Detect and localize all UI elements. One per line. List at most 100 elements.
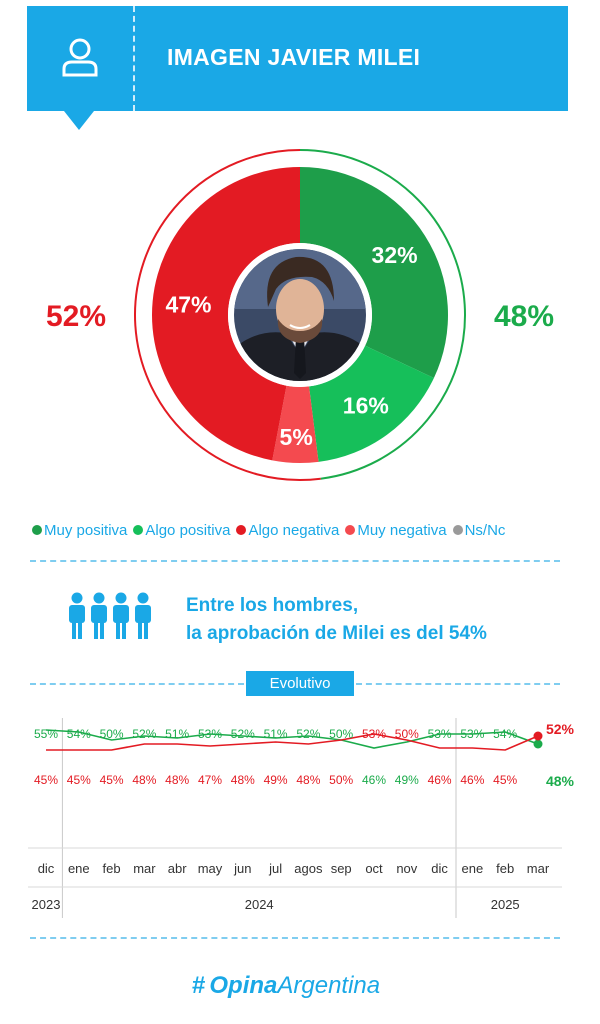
data-label-negative: 50% [329,773,353,787]
data-label-positive: 51% [264,727,288,741]
x-tick-label: abr [168,861,187,876]
pie-slice-algo-negativa [151,167,300,461]
slice-label: 47% [165,291,211,317]
x-tick-label: may [198,861,223,876]
outer-ring-positive [299,149,466,480]
x-tick-label: ene [68,861,90,876]
data-label-negative: 46% [428,773,452,787]
callout-line-2: la aprobación de Milei es del 54% [186,623,487,644]
legend-label: Ns/Nc [464,522,506,539]
data-label-negative: 48% [132,773,156,787]
legend-dot [345,525,356,535]
x-tick-label: feb [496,861,514,876]
data-label-negative: 45% [493,773,517,787]
header-pointer [64,111,94,130]
pie-slice-muy-positiva [300,167,448,379]
data-label-positive: 48% [546,773,575,789]
outer-ring-negative [134,149,321,481]
legend-item-muy-negativa: Muy negativa [345,522,447,539]
slice-label: 16% [343,393,389,419]
series-line-positive [45,729,539,749]
milei-photo [234,249,366,381]
logo-text: Argentina [277,972,381,999]
legend-label: Algo negativa [248,522,340,539]
legend-label: Algo positiva [145,522,231,539]
data-label-negative: 47% [198,773,222,787]
user-icon [62,38,98,77]
chart-legend: Muy positiva Algo positiva Algo negativa Mu… [32,522,572,539]
legend-item-muy-positiva: Muy positiva [32,522,127,539]
x-tick-label: agos [294,861,323,876]
data-label-negative: 48% [165,773,189,787]
data-label-positive: 50% [329,727,353,741]
legend-item-algo-positiva: Algo positiva [133,522,230,539]
x-tick-label: jul [268,861,282,876]
data-label-negative: 46% [460,773,484,787]
callout-text: Entre los hombres, la aprobación de Mile… [186,592,487,648]
legend-dot [133,525,144,535]
data-label-positive: 54% [493,727,517,741]
data-label-positive: 53% [198,727,222,741]
year-label: 2024 [245,897,274,912]
x-tick-label: dic [431,861,448,876]
brand-logo: # OpinaArgentina [192,972,380,1000]
data-label-negative: 48% [296,773,320,787]
legend-label: Muy negativa [357,522,447,539]
end-marker-positive [533,739,543,749]
x-tick-label: nov [396,861,417,876]
total-negative: 52% [46,300,107,333]
data-label-positive: 55% [34,727,58,741]
data-label-positive: 53% [460,727,484,741]
legend-label: Muy positiva [44,522,128,539]
data-label-negative: 52% [546,721,575,737]
slice-label: 5% [280,424,313,450]
data-label-positive: 46% [362,773,386,787]
data-label-negative: 45% [100,773,124,787]
data-label-negative: 50% [395,727,419,741]
data-label-negative: 53% [362,727,386,741]
legend-item-ns-nc: Ns/Nc [452,522,506,539]
men-group-icon [69,592,151,639]
legend-dot [32,525,42,535]
data-label-positive: 54% [67,727,91,741]
evolutivo-label: Evolutivo [246,671,354,696]
x-tick-label: sep [331,861,352,876]
donut-chart: 32% 16% 5% 47% [134,149,466,481]
logo-hash-icon: # [192,972,206,999]
data-label-positive: 50% [100,727,124,741]
x-tick-label: oct [365,861,383,876]
pie-slice-muy-negativa [272,385,319,463]
x-tick-label: feb [103,861,121,876]
divider-1 [30,560,560,562]
legend-item-algo-negativa: Algo negativa [236,522,339,539]
x-tick-label: jun [233,861,251,876]
data-label-positive: 51% [165,727,189,741]
pie-slice-algo-positiva [309,345,434,462]
slice-label: 32% [372,242,418,268]
legend-dot [452,525,463,535]
evolutivo-divider-right [356,683,560,685]
x-tick-label: dic [38,861,55,876]
x-tick-label: mar [527,861,550,876]
logo-bold-text: Opina [209,972,278,999]
x-tick-label: ene [462,861,484,876]
total-positive: 48% [494,300,555,333]
series-line-negative [46,733,539,751]
divider-2 [30,937,560,939]
end-marker-negative [533,731,543,741]
legend-dot [236,525,247,535]
evolutivo-divider-left [30,683,244,685]
data-label-positive: 52% [296,727,320,741]
data-label-positive: 49% [395,773,419,787]
callout-line-1: Entre los hombres, [186,595,359,616]
page-title: IMAGEN JAVIER MILEI [167,44,421,70]
header-banner: IMAGEN JAVIER MILEI [27,6,568,111]
data-label-positive: 52% [231,727,255,741]
data-label-negative: 49% [264,773,288,787]
year-label: 2025 [491,897,520,912]
data-label-positive: 53% [428,727,452,741]
data-label-negative: 45% [67,773,91,787]
x-tick-label: mar [133,861,156,876]
header-divider [133,6,135,111]
data-label-negative: 45% [34,773,58,787]
